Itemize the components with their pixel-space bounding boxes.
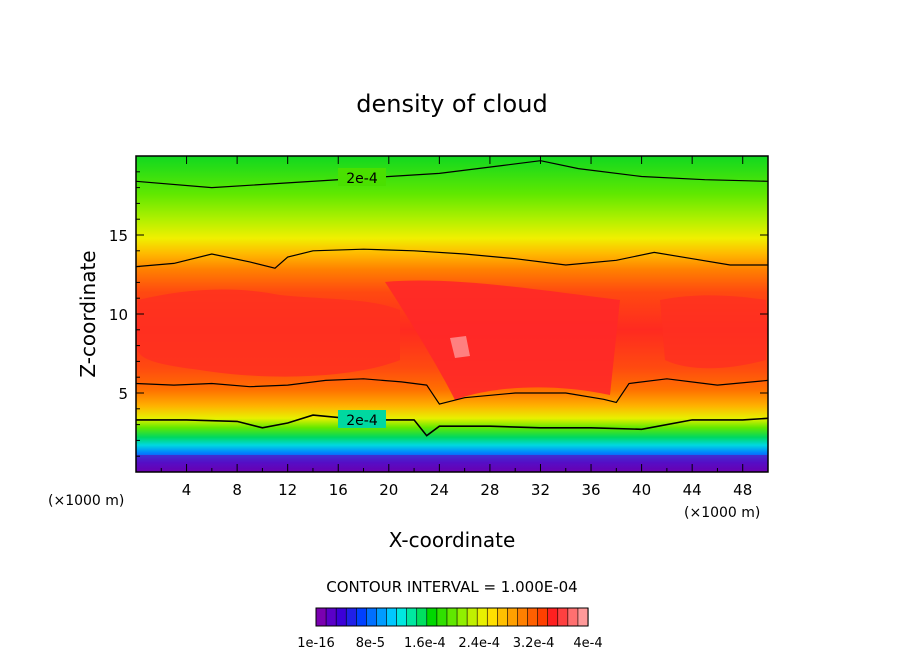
contour-line [136,414,768,437]
x-tick-label: 12 [278,481,297,499]
colorbar-swatch [376,607,388,627]
x-tick-label: 48 [733,481,752,499]
colorbar-swatch [486,607,498,627]
colorbar-label: 8e-5 [356,636,385,651]
colorbar-swatch [366,607,378,627]
colorbar-swatch [517,607,529,627]
colorbar-swatch [345,607,357,627]
colorbar-frame [315,607,589,627]
colorbar-swatch [335,607,347,627]
y-tick-label: 15 [109,227,128,245]
y-tick-label: 5 [118,385,128,403]
contour-lines [136,160,768,437]
cloud-core-far-right [660,295,766,369]
contour-line [136,248,768,269]
colorbar-swatch [315,607,327,627]
x-tick-label: 8 [232,481,242,499]
x-tick-label: 40 [632,481,651,499]
x-unit-right: (×1000 m) [684,505,760,521]
colorbar-label: 4e-4 [573,636,602,651]
cloud-core-right [385,280,620,400]
colorbar-labels: 1e-16 8e-5 1.6e-4 2.4e-4 3.2e-4 4e-4 [297,636,602,651]
chart-title: density of cloud [356,90,547,118]
surface-band [136,455,768,472]
colorbar-swatch [325,607,337,627]
x-tick-label: 28 [480,481,499,499]
colorbar-swatch [456,607,468,627]
colorbar-swatch [386,607,398,627]
x-tick-label: 4 [182,481,192,499]
colorbar-label: 2.4e-4 [458,636,500,651]
colorbar-swatch [557,607,569,627]
plot-area: 2e-4 2e-4 [136,156,768,472]
x-axis-label: X-coordinate [389,528,516,552]
colorbar-swatch [436,607,448,627]
colorbar-swatch [547,607,559,627]
colorbar-swatch [527,607,539,627]
contour-label-bg-lower [338,410,386,428]
colorbar-swatch [567,607,579,627]
colorbar-swatch [497,607,508,627]
x-tick-label: 20 [379,481,398,499]
x-tick-label: 16 [329,481,348,499]
colorbar-swatch [416,607,428,627]
cloud-core-left [138,289,400,377]
x-unit-left: (×1000 m) [48,493,124,509]
colorbar-swatch [406,607,418,627]
contour-line [136,160,768,189]
x-tick-label: 32 [531,481,550,499]
y-axis-label: Z-coordinate [76,250,100,377]
colorbar-swatch [466,607,478,627]
colorbar-swatch [507,607,519,627]
colorbar-label: 1e-16 [297,636,335,651]
colorbar [315,607,589,627]
x-tick-label: 24 [430,481,449,499]
cloud-core-peak [450,336,470,358]
colorbar-swatch [355,607,367,627]
colorbar-swatch [476,607,488,627]
contour-line [136,378,768,405]
y-tick-label: 10 [109,306,128,324]
colorbar-label: 3.2e-4 [513,636,555,651]
x-tick-label: 44 [683,481,702,499]
colorbar-swatch [446,607,458,627]
colorbar-swatch [396,607,408,627]
contour-label-upper: 2e-4 [346,171,378,187]
contour-label-bg-upper [338,168,386,186]
colorbar-swatch [537,607,549,627]
contour-interval-text: CONTOUR INTERVAL = 1.000E-04 [326,578,577,596]
contour-label-lower: 2e-4 [346,413,378,429]
colorbar-label: 1.6e-4 [404,636,446,651]
colorbar-swatch [426,607,438,627]
colorbar-swatch [577,607,589,627]
x-tick-label: 36 [581,481,600,499]
